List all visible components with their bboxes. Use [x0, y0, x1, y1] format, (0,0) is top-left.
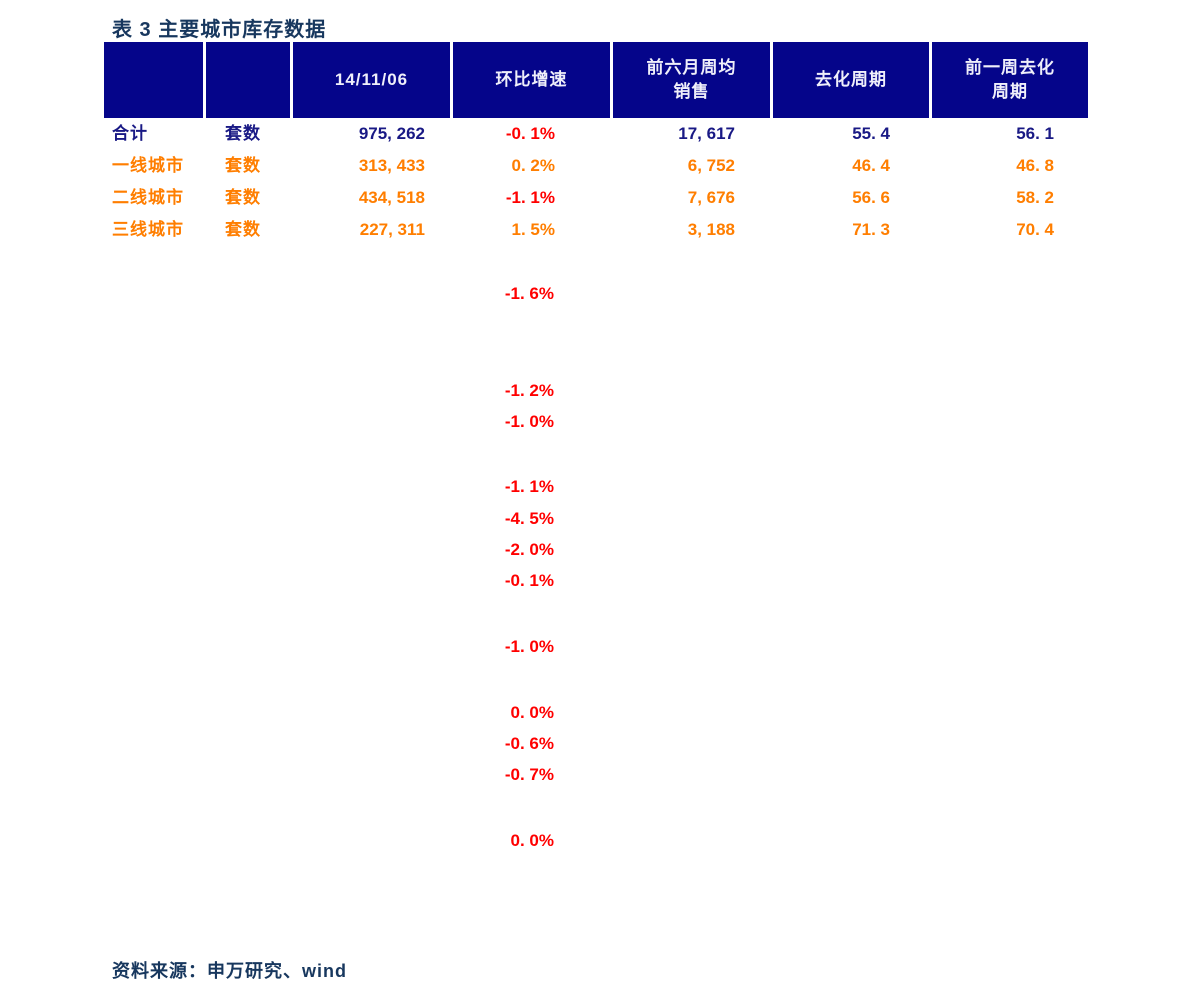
table-title: 表 3 主要城市库存数据 [112, 19, 327, 41]
row-label-cell: 三线城市 [112, 220, 184, 239]
table-row-tier3: 三线城市 套数 227, 311 1. 5% 3, 188 71. 3 70. … [104, 214, 1088, 246]
row-label-cell: 一线城市 [112, 156, 184, 175]
mom-growth-floating-value: -0. 7% [504, 765, 554, 784]
row-label-cell: 合计 [112, 124, 148, 143]
mom-growth-floating-value: -1. 0% [504, 637, 554, 656]
weekly-sales-cell: 17, 617 [678, 124, 735, 143]
mom-growth-cell: -0. 1% [505, 124, 555, 143]
weekly-sales-cell: 6, 752 [687, 156, 735, 175]
weekly-sales-cell: 7, 676 [687, 188, 735, 207]
header-cell-empty-1 [104, 42, 203, 118]
mom-growth-floating-value: 0. 0% [510, 831, 554, 850]
mom-growth-floating-value: -1. 0% [504, 412, 554, 431]
unit-cell: 套数 [225, 156, 261, 175]
mom-growth-floating-value: -1. 6% [504, 284, 554, 303]
mom-growth-floating-value: -1. 1% [504, 477, 554, 496]
inventory-cell: 975, 262 [358, 124, 425, 143]
destock-cycle-cell: 46. 4 [852, 156, 890, 175]
header-cell-avg-weekly-sales: 前六月周均销售 [613, 42, 770, 118]
mom-growth-floating-value: -2. 0% [504, 540, 554, 559]
header-cell-mom-growth: 环比增速 [453, 42, 610, 118]
inventory-cell: 227, 311 [359, 220, 425, 239]
header-cell-empty-2 [206, 42, 290, 118]
row-label-cell: 二线城市 [112, 188, 184, 207]
prev-cycle-cell: 58. 2 [1016, 188, 1054, 207]
header-cell-destock-cycle: 去化周期 [773, 42, 929, 118]
mom-growth-floating-value: -1. 2% [504, 381, 554, 400]
mom-growth-floating-value: 0. 0% [510, 703, 554, 722]
destock-cycle-cell: 71. 3 [852, 220, 890, 239]
inventory-cell: 434, 518 [358, 188, 425, 207]
mom-growth-floating-value: -4. 5% [504, 509, 554, 528]
mom-growth-floating-value: -0. 1% [504, 571, 554, 590]
weekly-sales-cell: 3, 188 [687, 220, 735, 239]
mom-growth-cell: 0. 2% [511, 156, 555, 175]
destock-cycle-cell: 56. 6 [852, 188, 890, 207]
inventory-cell: 313, 433 [358, 156, 425, 175]
header-cell-date: 14/11/06 [293, 42, 450, 118]
inventory-table: 14/11/06 环比增速 前六月周均销售 去化周期 前一周去化周期 合计 套数… [104, 42, 1088, 246]
header-cell-prev-week-cycle: 前一周去化周期 [932, 42, 1088, 118]
prev-cycle-cell: 70. 4 [1016, 220, 1054, 239]
prev-cycle-cell: 46. 8 [1016, 156, 1054, 175]
unit-cell: 套数 [225, 188, 261, 207]
mom-growth-cell: 1. 5% [511, 220, 555, 239]
table-header-row: 14/11/06 环比增速 前六月周均销售 去化周期 前一周去化周期 [104, 42, 1088, 118]
prev-cycle-cell: 56. 1 [1016, 124, 1054, 143]
unit-cell: 套数 [225, 124, 261, 143]
unit-cell: 套数 [225, 220, 261, 239]
destock-cycle-cell: 55. 4 [852, 124, 890, 143]
source-note: 资料来源：申万研究、wind [112, 961, 347, 981]
mom-growth-cell: -1. 1% [505, 188, 555, 207]
table-row-tier2: 二线城市 套数 434, 518 -1. 1% 7, 676 56. 6 58.… [104, 182, 1088, 214]
mom-growth-floating-value: -0. 6% [504, 734, 554, 753]
table-row-tier1: 一线城市 套数 313, 433 0. 2% 6, 752 46. 4 46. … [104, 150, 1088, 182]
table-row-total: 合计 套数 975, 262 -0. 1% 17, 617 55. 4 56. … [104, 118, 1088, 150]
